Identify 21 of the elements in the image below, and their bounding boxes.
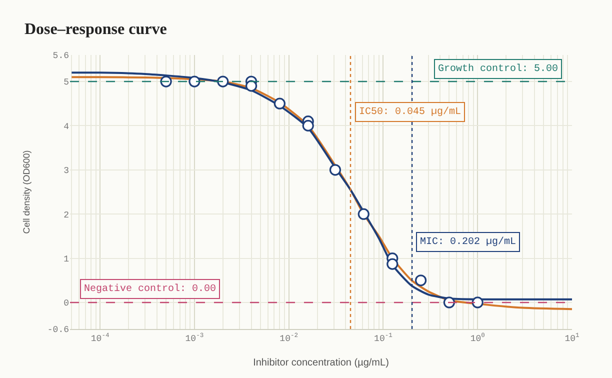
- ref-line-label: MIC: 0.202 µg/mL: [420, 236, 516, 248]
- y-tick-label: 1: [64, 254, 69, 264]
- ref-line-label: Growth control: 5.00: [438, 63, 558, 75]
- y-tick-label: 5.6: [52, 51, 69, 62]
- y-tick-label: 5: [64, 78, 69, 88]
- chart-title: Dose–response curve: [24, 20, 167, 38]
- ref-line-label: IC50: 0.045 µg/mL: [359, 106, 462, 118]
- x-tick-label: 10$^{-4}$: [90, 332, 110, 344]
- ref-line-label: Negative control: 0.00: [84, 283, 216, 295]
- y-tick-label: 3: [64, 166, 69, 176]
- x-tick-label: 10$^{-3}$: [185, 332, 204, 344]
- y-tick-label: -0.6: [47, 325, 69, 336]
- y-axis-title: Cell density (OD600): [22, 150, 32, 234]
- x-tick-label: 10$^{-1}$: [374, 332, 393, 344]
- y-tick-label: 0: [64, 298, 69, 309]
- x-tick-label: 10$^{1}$: [564, 332, 580, 344]
- y-tick-label: 2: [64, 210, 69, 220]
- x-tick-label: 10$^{0}$: [470, 332, 486, 344]
- x-tick-label: 10$^{-2}$: [280, 332, 298, 344]
- y-tick-label: 4: [64, 122, 69, 132]
- x-axis-title: Inhibitor concentration (µg/mL): [253, 357, 389, 368]
